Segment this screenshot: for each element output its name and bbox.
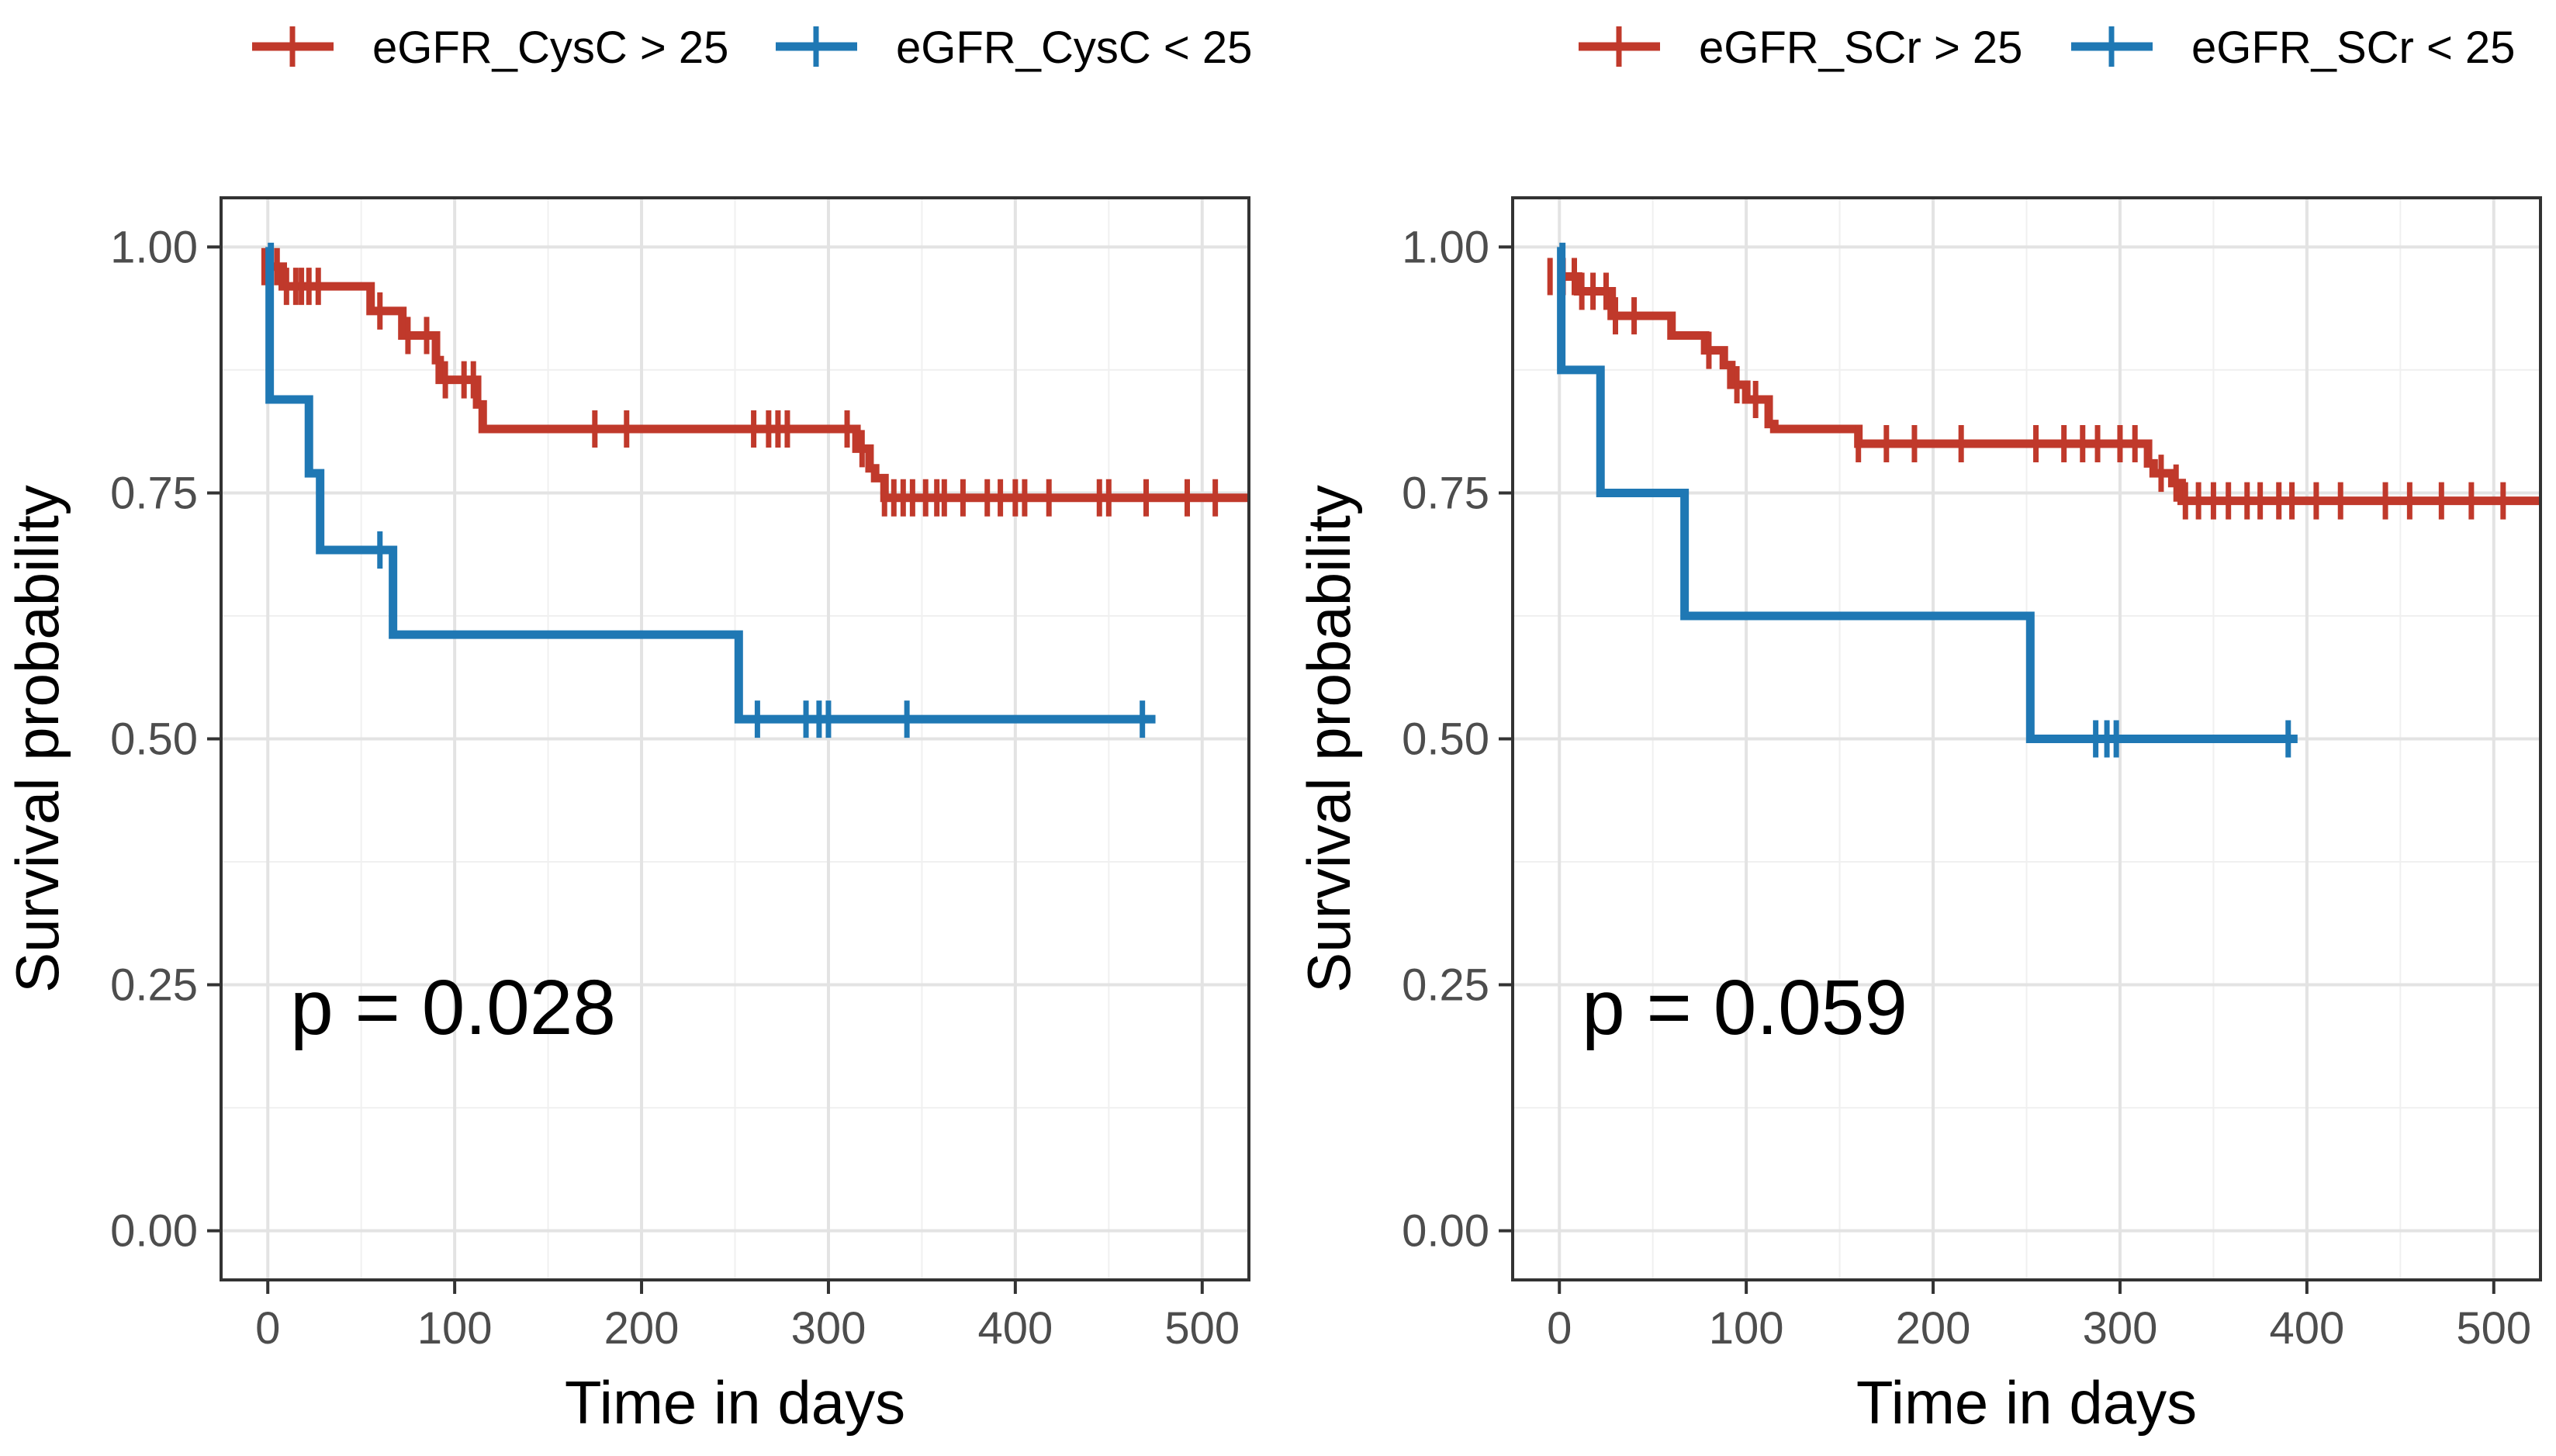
km-curve-low <box>1557 242 2298 743</box>
p-value-label: p = 0.059 <box>1582 964 1907 1051</box>
y-axis-title: Survival probability <box>3 485 71 993</box>
y-tick-label: 1.00 <box>1402 222 1489 272</box>
y-tick-label: 0.75 <box>1402 468 1489 518</box>
x-axis-title: Time in days <box>565 1368 905 1437</box>
km-curve-low <box>265 242 1156 724</box>
x-tick-label: 300 <box>791 1303 866 1354</box>
x-tick-label: 500 <box>1164 1303 1240 1354</box>
x-tick-label: 400 <box>2269 1303 2344 1354</box>
x-tick-label: 0 <box>1547 1303 1572 1354</box>
km-curve-high <box>268 262 1249 503</box>
p-value-label: p = 0.028 <box>290 964 616 1051</box>
y-tick-label: 0.25 <box>1402 960 1489 1011</box>
legend-label: eGFR_CysC < 25 <box>896 22 1252 73</box>
x-tick-label: 400 <box>977 1303 1053 1354</box>
legend-label: eGFR_SCr < 25 <box>2191 22 2515 73</box>
km-panel-2: 0 100 200 300 400 500 0.00 0.25 0.50 0.75 1.00 Time… <box>1295 22 2542 1437</box>
x-tick-label: 0 <box>255 1303 280 1354</box>
y-tick-label: 0.75 <box>110 468 198 518</box>
x-axis-title: Time in days <box>1856 1368 2197 1437</box>
km-panel-1: 0 100 200 300 400 500 0.00 0.25 0.50 0.75 1.00 Time… <box>3 22 1252 1437</box>
x-tick-label: 500 <box>2456 1303 2531 1354</box>
y-tick-label: 1.00 <box>110 222 198 272</box>
y-tick-label: 0.00 <box>1402 1206 1489 1257</box>
x-tick-label: 100 <box>417 1303 493 1354</box>
x-tick-label: 100 <box>1709 1303 1784 1354</box>
legend-label: eGFR_SCr > 25 <box>1699 22 2022 73</box>
x-tick-label: 300 <box>2083 1303 2158 1354</box>
y-tick-label: 0.25 <box>110 960 198 1011</box>
y-tick-label: 0.00 <box>110 1206 198 1257</box>
y-tick-label: 0.50 <box>110 714 198 765</box>
y-tick-label: 0.50 <box>1402 714 1489 765</box>
x-tick-label: 200 <box>604 1303 680 1354</box>
y-axis-title: Survival probability <box>1295 485 1363 993</box>
x-tick-label: 200 <box>1896 1303 1971 1354</box>
legend-label: eGFR_CysC > 25 <box>372 22 728 73</box>
